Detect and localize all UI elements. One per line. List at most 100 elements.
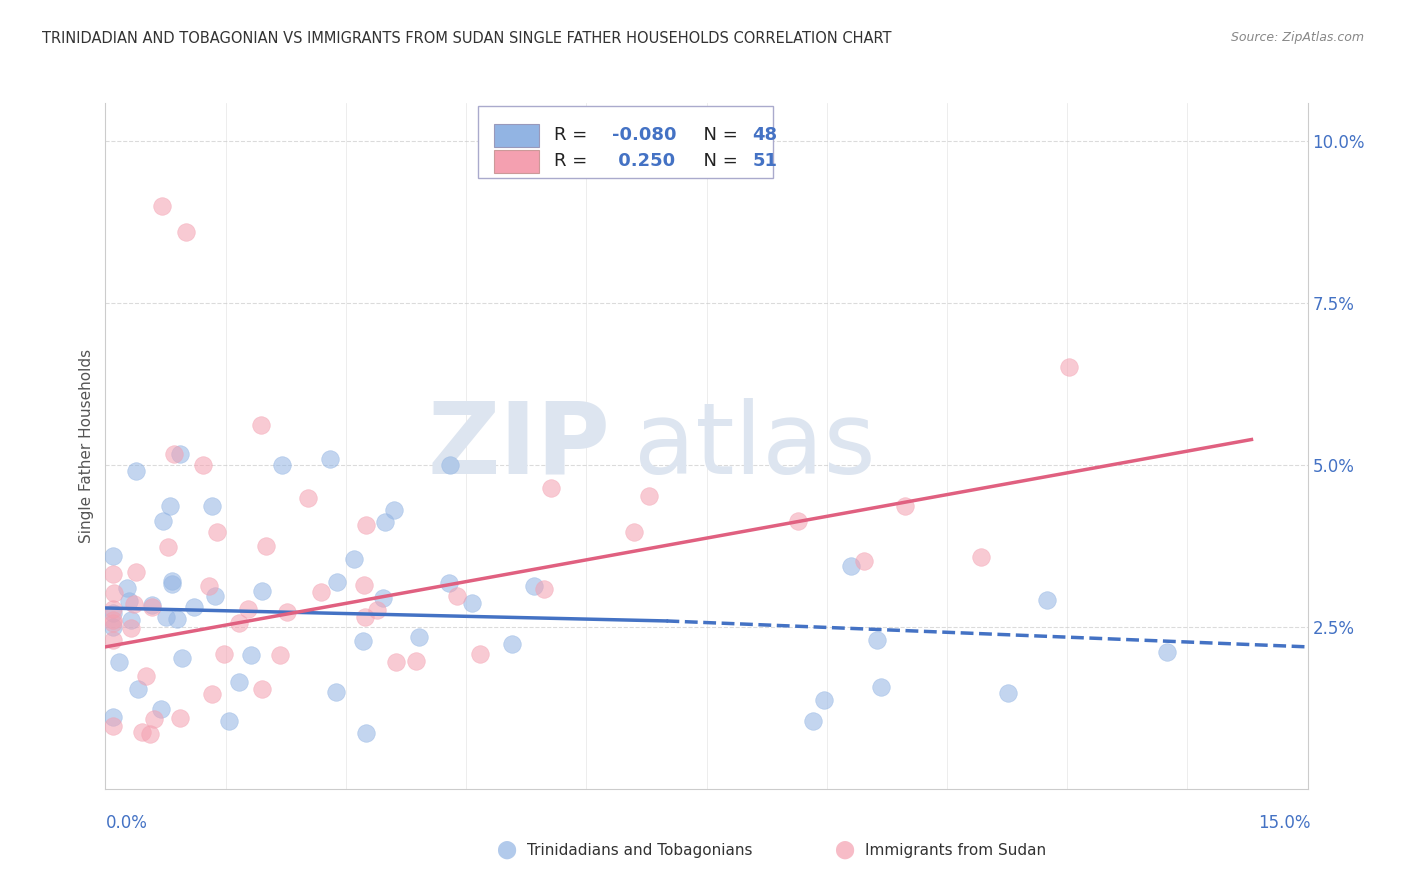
Point bbox=[970, 549, 993, 564]
Point bbox=[162, 574, 184, 589]
Point bbox=[143, 712, 166, 726]
Point bbox=[325, 685, 347, 699]
Point bbox=[103, 586, 125, 600]
Point bbox=[103, 633, 125, 648]
Point bbox=[276, 605, 298, 619]
Point bbox=[127, 681, 149, 696]
Text: 51: 51 bbox=[752, 153, 778, 170]
Point bbox=[103, 710, 125, 724]
Point bbox=[352, 634, 374, 648]
Point bbox=[270, 458, 292, 473]
Point bbox=[169, 447, 191, 461]
Point bbox=[374, 515, 396, 529]
Point bbox=[382, 503, 405, 517]
Point bbox=[166, 612, 188, 626]
Point bbox=[540, 482, 562, 496]
Point bbox=[174, 225, 197, 239]
Text: TRINIDADIAN AND TOBAGONIAN VS IMMIGRANTS FROM SUDAN SINGLE FATHER HOUSEHOLDS COR: TRINIDADIAN AND TOBAGONIAN VS IMMIGRANTS… bbox=[42, 31, 891, 46]
Point bbox=[853, 553, 876, 567]
Point bbox=[470, 647, 492, 661]
Point bbox=[801, 714, 824, 728]
Text: 0.250: 0.250 bbox=[612, 153, 675, 170]
Point bbox=[152, 514, 174, 528]
Point bbox=[205, 524, 228, 539]
Point bbox=[169, 711, 191, 725]
Point bbox=[446, 589, 468, 603]
Point bbox=[366, 603, 388, 617]
Point bbox=[120, 621, 142, 635]
Point bbox=[193, 458, 215, 472]
FancyBboxPatch shape bbox=[478, 106, 773, 178]
Point bbox=[131, 724, 153, 739]
Point bbox=[198, 579, 221, 593]
Point bbox=[869, 680, 891, 694]
Point bbox=[103, 616, 125, 631]
Point bbox=[240, 648, 263, 663]
Point bbox=[461, 596, 484, 610]
Point bbox=[997, 686, 1019, 700]
Point bbox=[103, 613, 125, 627]
Point bbox=[371, 591, 394, 605]
Point bbox=[204, 590, 226, 604]
Point bbox=[1156, 645, 1178, 659]
Point bbox=[1057, 360, 1080, 375]
Point bbox=[405, 654, 427, 668]
Point bbox=[183, 600, 205, 615]
Point bbox=[250, 417, 273, 432]
Point bbox=[319, 452, 342, 467]
Point bbox=[250, 682, 273, 697]
Point bbox=[120, 613, 142, 627]
Text: Trinidadians and Tobagonians: Trinidadians and Tobagonians bbox=[527, 843, 752, 857]
Point bbox=[623, 525, 645, 540]
Text: atlas: atlas bbox=[634, 398, 876, 494]
Point bbox=[122, 597, 145, 611]
Text: N =: N = bbox=[692, 153, 744, 170]
Point bbox=[353, 578, 375, 592]
Point bbox=[170, 650, 193, 665]
Point bbox=[439, 458, 461, 473]
Point bbox=[787, 515, 810, 529]
FancyBboxPatch shape bbox=[494, 124, 540, 147]
Point bbox=[162, 447, 184, 461]
Point bbox=[238, 601, 260, 615]
Text: Source: ZipAtlas.com: Source: ZipAtlas.com bbox=[1230, 31, 1364, 45]
Point bbox=[385, 655, 408, 669]
Point bbox=[325, 575, 347, 590]
Point bbox=[103, 566, 125, 581]
Point bbox=[159, 499, 181, 513]
Point bbox=[297, 491, 319, 505]
Point bbox=[139, 727, 162, 741]
Text: 48: 48 bbox=[752, 127, 778, 145]
Text: -0.080: -0.080 bbox=[612, 127, 676, 145]
Text: 0.0%: 0.0% bbox=[105, 814, 148, 831]
Point bbox=[343, 551, 366, 566]
Point bbox=[523, 579, 546, 593]
Point bbox=[865, 633, 887, 648]
Text: 15.0%: 15.0% bbox=[1258, 814, 1310, 831]
Point bbox=[117, 594, 139, 608]
Point bbox=[103, 549, 125, 564]
Point bbox=[254, 539, 277, 553]
Point bbox=[201, 499, 224, 513]
Point bbox=[157, 540, 180, 554]
Point bbox=[201, 687, 224, 701]
Y-axis label: Single Father Households: Single Father Households bbox=[79, 349, 94, 543]
Point bbox=[160, 576, 183, 591]
Point bbox=[141, 600, 163, 615]
Point bbox=[103, 719, 125, 733]
Point bbox=[108, 655, 131, 669]
Text: N =: N = bbox=[692, 127, 744, 145]
Point bbox=[117, 581, 139, 595]
Point bbox=[103, 620, 125, 634]
Point bbox=[135, 669, 157, 683]
Point bbox=[354, 518, 377, 533]
Point bbox=[353, 610, 375, 624]
Point bbox=[439, 576, 461, 591]
Text: ZIP: ZIP bbox=[427, 398, 610, 494]
Text: R =: R = bbox=[554, 153, 593, 170]
Point bbox=[212, 647, 235, 661]
Point bbox=[141, 599, 163, 613]
Point bbox=[228, 616, 250, 631]
Point bbox=[356, 726, 378, 740]
FancyBboxPatch shape bbox=[494, 151, 540, 173]
